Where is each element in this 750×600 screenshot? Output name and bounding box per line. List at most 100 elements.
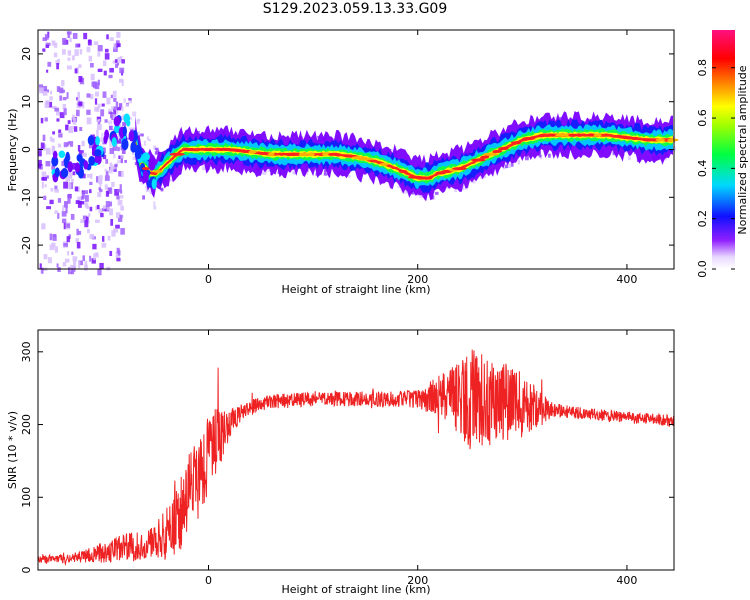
spectrogram-blob bbox=[121, 138, 129, 151]
spectrogram-noise-cell bbox=[66, 92, 69, 99]
spectrogram-noise-cell bbox=[68, 126, 72, 132]
spectrogram-noise-cell bbox=[96, 204, 100, 210]
spectrogram-halo-cell bbox=[348, 174, 351, 178]
spectrogram-noise-cell bbox=[55, 60, 60, 65]
spectrogram-noise-cell bbox=[66, 65, 72, 70]
spectrogram-noise-cell bbox=[118, 171, 122, 177]
spectrogram-noise-cell bbox=[71, 178, 74, 184]
spectrogram-noise-cell bbox=[71, 251, 74, 255]
spectrogram-halo-cell bbox=[124, 160, 127, 163]
spectrogram-noise-cell bbox=[105, 201, 110, 208]
spectrogram-noise-cell bbox=[95, 219, 100, 223]
figure-title: S129.2023.059.13.33.G09 bbox=[263, 1, 448, 17]
spectrogram-core-spot bbox=[492, 149, 503, 153]
spectrogram-halo-cell bbox=[538, 155, 542, 158]
spectrogram-noise-cell bbox=[99, 262, 104, 270]
spectrogram-noise-cell bbox=[59, 87, 64, 94]
spectrogram-noise-cell bbox=[74, 68, 78, 74]
spectrogram-noise-cell bbox=[114, 59, 118, 63]
spectrogram-noise-cell bbox=[65, 124, 69, 131]
spectrogram-noise-cell bbox=[45, 100, 50, 107]
spectrogram-noise-cell bbox=[67, 57, 71, 61]
spectrogram-blob bbox=[65, 151, 70, 164]
spectrogram-noise-cell bbox=[72, 260, 77, 268]
spectrogram-noise-cell bbox=[84, 261, 88, 268]
snr-y-ticks: 0 100 200 300 bbox=[20, 341, 674, 574]
spectrogram-noise-cell bbox=[69, 37, 72, 43]
spectrogram-track bbox=[51, 111, 679, 202]
spectrogram-noise-cell bbox=[86, 216, 89, 221]
colorbar: 0.0 0.2 0.4 0.6 0.8 Normalized spectral ampl… bbox=[696, 30, 749, 278]
spectrogram-noise-cell bbox=[69, 141, 74, 147]
spectrogram-noise-cell bbox=[75, 238, 79, 243]
spectrogram-noise-cell bbox=[57, 267, 61, 272]
spectrogram-noise-cell bbox=[113, 110, 116, 117]
spectrogram-noise-cell bbox=[62, 103, 67, 109]
spectrogram-halo-cell bbox=[156, 149, 160, 155]
spectrogram-noise-cell bbox=[51, 138, 55, 143]
spectrogram-noise-cell bbox=[49, 136, 53, 142]
spectrogram-noise-cell bbox=[78, 261, 81, 269]
spectrogram-noise-cell bbox=[58, 129, 62, 133]
spectrogram-noise-cell bbox=[75, 43, 79, 48]
spectrogram-noise-cell bbox=[104, 48, 109, 53]
spectrogram-noise-cell bbox=[63, 181, 69, 189]
spectrogram-noise-cell bbox=[98, 187, 101, 191]
spectrogram-noise-cell bbox=[111, 181, 115, 187]
spectrogram-noise-cell bbox=[97, 103, 101, 109]
spectrogram-noise-cell bbox=[116, 106, 122, 111]
spectrogram-noise-cell bbox=[70, 173, 73, 179]
spectrogram-core-spot bbox=[153, 169, 163, 173]
spectrogram-noise-cell bbox=[116, 31, 121, 38]
spectrogram-noise-cell bbox=[89, 62, 94, 68]
spectrogram-halo-cell bbox=[141, 182, 144, 185]
spectrogram-halo-cell bbox=[125, 103, 129, 107]
spectrogram-noise-cell bbox=[52, 131, 55, 135]
spectrogram-noise-cell bbox=[52, 145, 55, 153]
spectrogram-halo-cell bbox=[323, 173, 328, 176]
spectrogram-noise-cell bbox=[62, 97, 67, 101]
spectrogram-noise-cell bbox=[97, 192, 102, 198]
x-tick-label: 200 bbox=[407, 574, 428, 587]
spectrogram-noise-cell bbox=[100, 212, 104, 218]
spectrogram-noise-cell bbox=[116, 188, 121, 193]
spectrogram-noise-cell bbox=[51, 165, 56, 170]
spectrogram-noise-cell bbox=[56, 86, 61, 92]
spectrogram-halo-cell bbox=[111, 166, 116, 170]
spectrogram-noise-cell bbox=[94, 91, 100, 97]
spectrogram-noise-cell bbox=[75, 200, 80, 205]
spectrogram-noise-cell bbox=[108, 208, 114, 216]
spectrogram-noise-cell bbox=[40, 142, 45, 149]
spectrogram-noise-cell bbox=[49, 244, 55, 251]
spectrogram-halo-cell bbox=[434, 191, 439, 195]
spectrogram-noise-cell bbox=[90, 173, 93, 180]
spectrogram-noise-cell bbox=[120, 205, 124, 211]
colorbar-tick-label: 0.6 bbox=[696, 109, 709, 127]
spectrogram-noise-cell bbox=[104, 184, 108, 190]
spectrogram-noise-cell bbox=[76, 109, 80, 117]
spectrogram-blob bbox=[51, 155, 59, 167]
spectrogram-noise-cell bbox=[83, 32, 88, 40]
spectrogram-noise-cell bbox=[104, 53, 110, 60]
spectrogram-noise-cell bbox=[78, 150, 84, 155]
spectrogram-noise-cell bbox=[78, 75, 83, 83]
spectrogram-noise-cell bbox=[110, 94, 113, 99]
spectrogram-halo-cell bbox=[517, 159, 521, 165]
spectrogram-halo-cell bbox=[472, 179, 476, 184]
spectrogram-noise-cell bbox=[46, 206, 51, 210]
spectrogram-core-spot bbox=[398, 169, 408, 173]
spectrogram-noise-cell bbox=[112, 60, 117, 64]
spectrogram-noise-cell bbox=[63, 201, 68, 208]
spectrogram-halo-cell bbox=[104, 168, 108, 172]
spectrogram-noise-cell bbox=[81, 140, 85, 147]
spectrogram-core-spot bbox=[568, 133, 577, 137]
spectrogram-noise-cell bbox=[119, 78, 124, 83]
spectrogram-noise-cell bbox=[101, 103, 105, 107]
spectrogram-noise-cell bbox=[109, 147, 115, 154]
spectrogram-halo-cell bbox=[651, 122, 654, 127]
spectrogram-halo-cell bbox=[153, 201, 156, 207]
snr-x-label: Height of straight line (km) bbox=[281, 583, 430, 596]
spectrogram-blob bbox=[87, 135, 95, 146]
spectrogram-noise-cell bbox=[91, 81, 96, 87]
spectrogram-noise-cell bbox=[105, 170, 109, 177]
